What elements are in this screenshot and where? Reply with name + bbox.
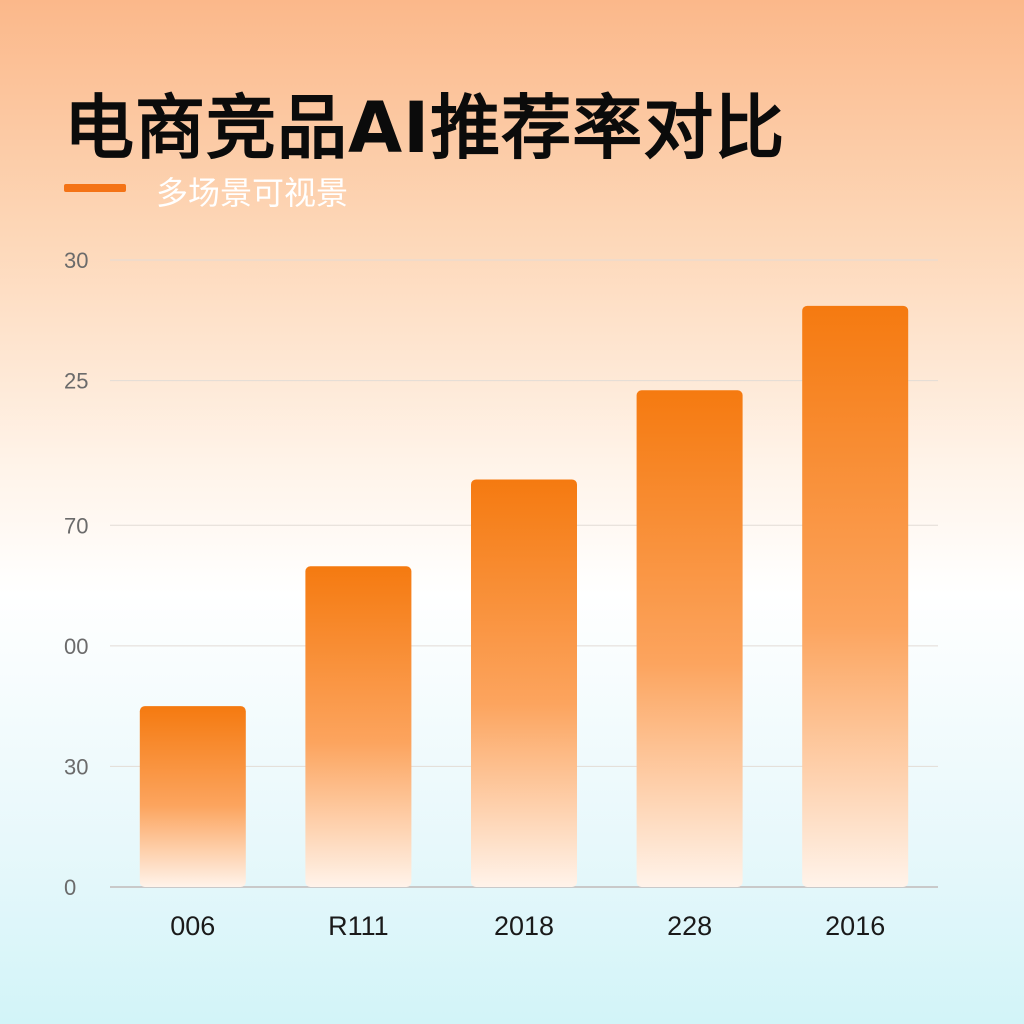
x-category-label: 2016 bbox=[825, 911, 885, 941]
x-category-label: 006 bbox=[170, 911, 215, 941]
subtitle-accent-line bbox=[64, 184, 126, 192]
x-category-label: 228 bbox=[667, 911, 712, 941]
chart-title: 电商竞品AI推荐率对比 bbox=[64, 87, 786, 169]
bar-2016 bbox=[802, 305, 909, 888]
y-tick-label: 0 bbox=[64, 875, 76, 900]
bar-R111 bbox=[305, 566, 412, 887]
bar-228 bbox=[636, 390, 743, 887]
y-tick-label: 00 bbox=[64, 634, 88, 659]
x-category-label: R111 bbox=[328, 911, 389, 941]
y-tick-label: 30 bbox=[64, 754, 88, 779]
bar-2018 bbox=[471, 479, 577, 887]
y-tick-label: 25 bbox=[64, 369, 88, 394]
y-axis-ticks: 0 30 00 70 25 30 bbox=[64, 248, 88, 900]
bar-006 bbox=[139, 706, 246, 887]
bars bbox=[139, 305, 909, 888]
y-tick-label: 30 bbox=[64, 248, 88, 273]
x-axis-labels: 006 R111 2018 228 2016 bbox=[170, 911, 885, 941]
x-category-label: 2018 bbox=[494, 911, 554, 941]
y-tick-label: 70 bbox=[64, 513, 88, 538]
chart-subtitle: 多场景可视景 bbox=[156, 174, 349, 212]
